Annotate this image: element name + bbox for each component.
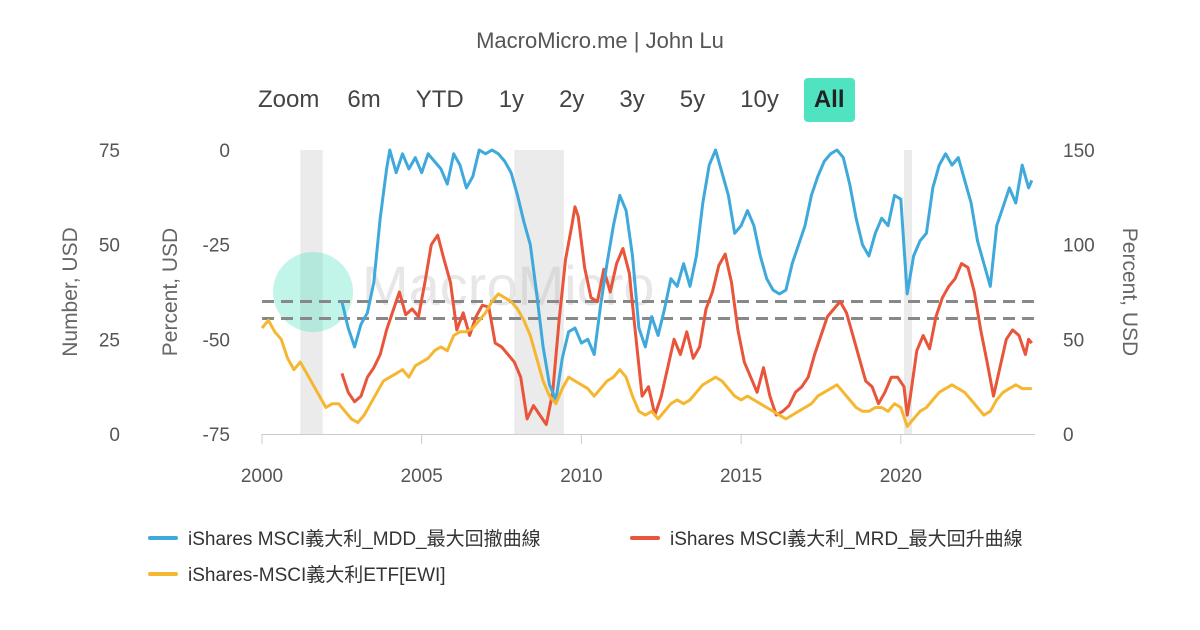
- y-tick-label-percent_right: 150: [1063, 141, 1095, 162]
- y-tick-label-percent: -75: [203, 425, 230, 446]
- series-line-0: [340, 148, 1034, 402]
- legend-swatch: [630, 535, 660, 540]
- zoom-button-5y[interactable]: 5y: [679, 86, 706, 113]
- legend-item[interactable]: iShares MSCI義大利_MRD_最大回升曲線: [630, 524, 1023, 551]
- legend-item[interactable]: iShares MSCI義大利_MDD_最大回撤曲線: [148, 524, 541, 551]
- legend-item[interactable]: iShares-MSCI義大利ETF[EWI]: [148, 560, 446, 587]
- y-tick-label-percent_right: 100: [1063, 236, 1095, 257]
- zoom-label: Zoom: [258, 86, 320, 113]
- legend-label: iShares MSCI義大利_MRD_最大回升曲線: [670, 529, 1023, 550]
- zoom-button-ytd[interactable]: YTD: [415, 86, 464, 113]
- legend-label: iShares-MSCI義大利ETF[EWI]: [188, 565, 446, 586]
- watermark-logo-icon: [273, 252, 353, 332]
- y-tick-label-percent: 0: [219, 141, 230, 162]
- chart-title: MacroMicro.me | John Lu: [476, 28, 724, 53]
- y-tick-label-number: 50: [99, 236, 120, 257]
- y-tick-label-percent_right: 0: [1063, 425, 1074, 446]
- y-axis-label-percent_right: Percent, USD: [1118, 228, 1141, 356]
- x-tick-label: 2010: [560, 466, 602, 487]
- y-tick-label-percent_right: 50: [1063, 330, 1084, 351]
- x-tick-label: 2015: [720, 466, 762, 487]
- x-tick-label: 2005: [401, 466, 443, 487]
- series-line-1: [340, 205, 1033, 426]
- legend-label: iShares MSCI義大利_MDD_最大回撤曲線: [188, 529, 541, 550]
- y-tick-label-number: 75: [99, 141, 120, 162]
- zoom-button-6m[interactable]: 6m: [347, 86, 381, 113]
- zoom-button-10y[interactable]: 10y: [740, 86, 779, 113]
- legend-swatch: [148, 535, 178, 540]
- zoom-buttons: 6m YTD 1y 2y 3y 5y 10y All: [337, 78, 869, 122]
- zoom-button-3y[interactable]: 3y: [619, 86, 645, 113]
- series-line-2: [260, 292, 1032, 428]
- zoom-button-all[interactable]: All: [803, 78, 855, 122]
- y-tick-label-number: 25: [99, 330, 120, 351]
- y-axis-label-percent: Percent, USD: [159, 228, 182, 356]
- zoom-bar: Zoom 6m YTD 1y 2y 3y 5y 10y All: [250, 78, 870, 122]
- zoom-button-2y[interactable]: 2y: [559, 86, 585, 113]
- x-tick-label: 2000: [241, 466, 283, 487]
- recession-band: [300, 150, 323, 434]
- y-tick-label-number: 0: [109, 425, 120, 446]
- y-tick-label-percent: -25: [203, 236, 230, 257]
- y-tick-label-percent: -50: [203, 330, 230, 351]
- y-axis-label-number: Number, USD: [59, 227, 82, 357]
- zoom-button-1y[interactable]: 1y: [498, 86, 525, 113]
- watermark: MacroMicro: [273, 252, 654, 332]
- legend-swatch: [148, 571, 178, 576]
- x-tick-label: 2020: [880, 466, 922, 487]
